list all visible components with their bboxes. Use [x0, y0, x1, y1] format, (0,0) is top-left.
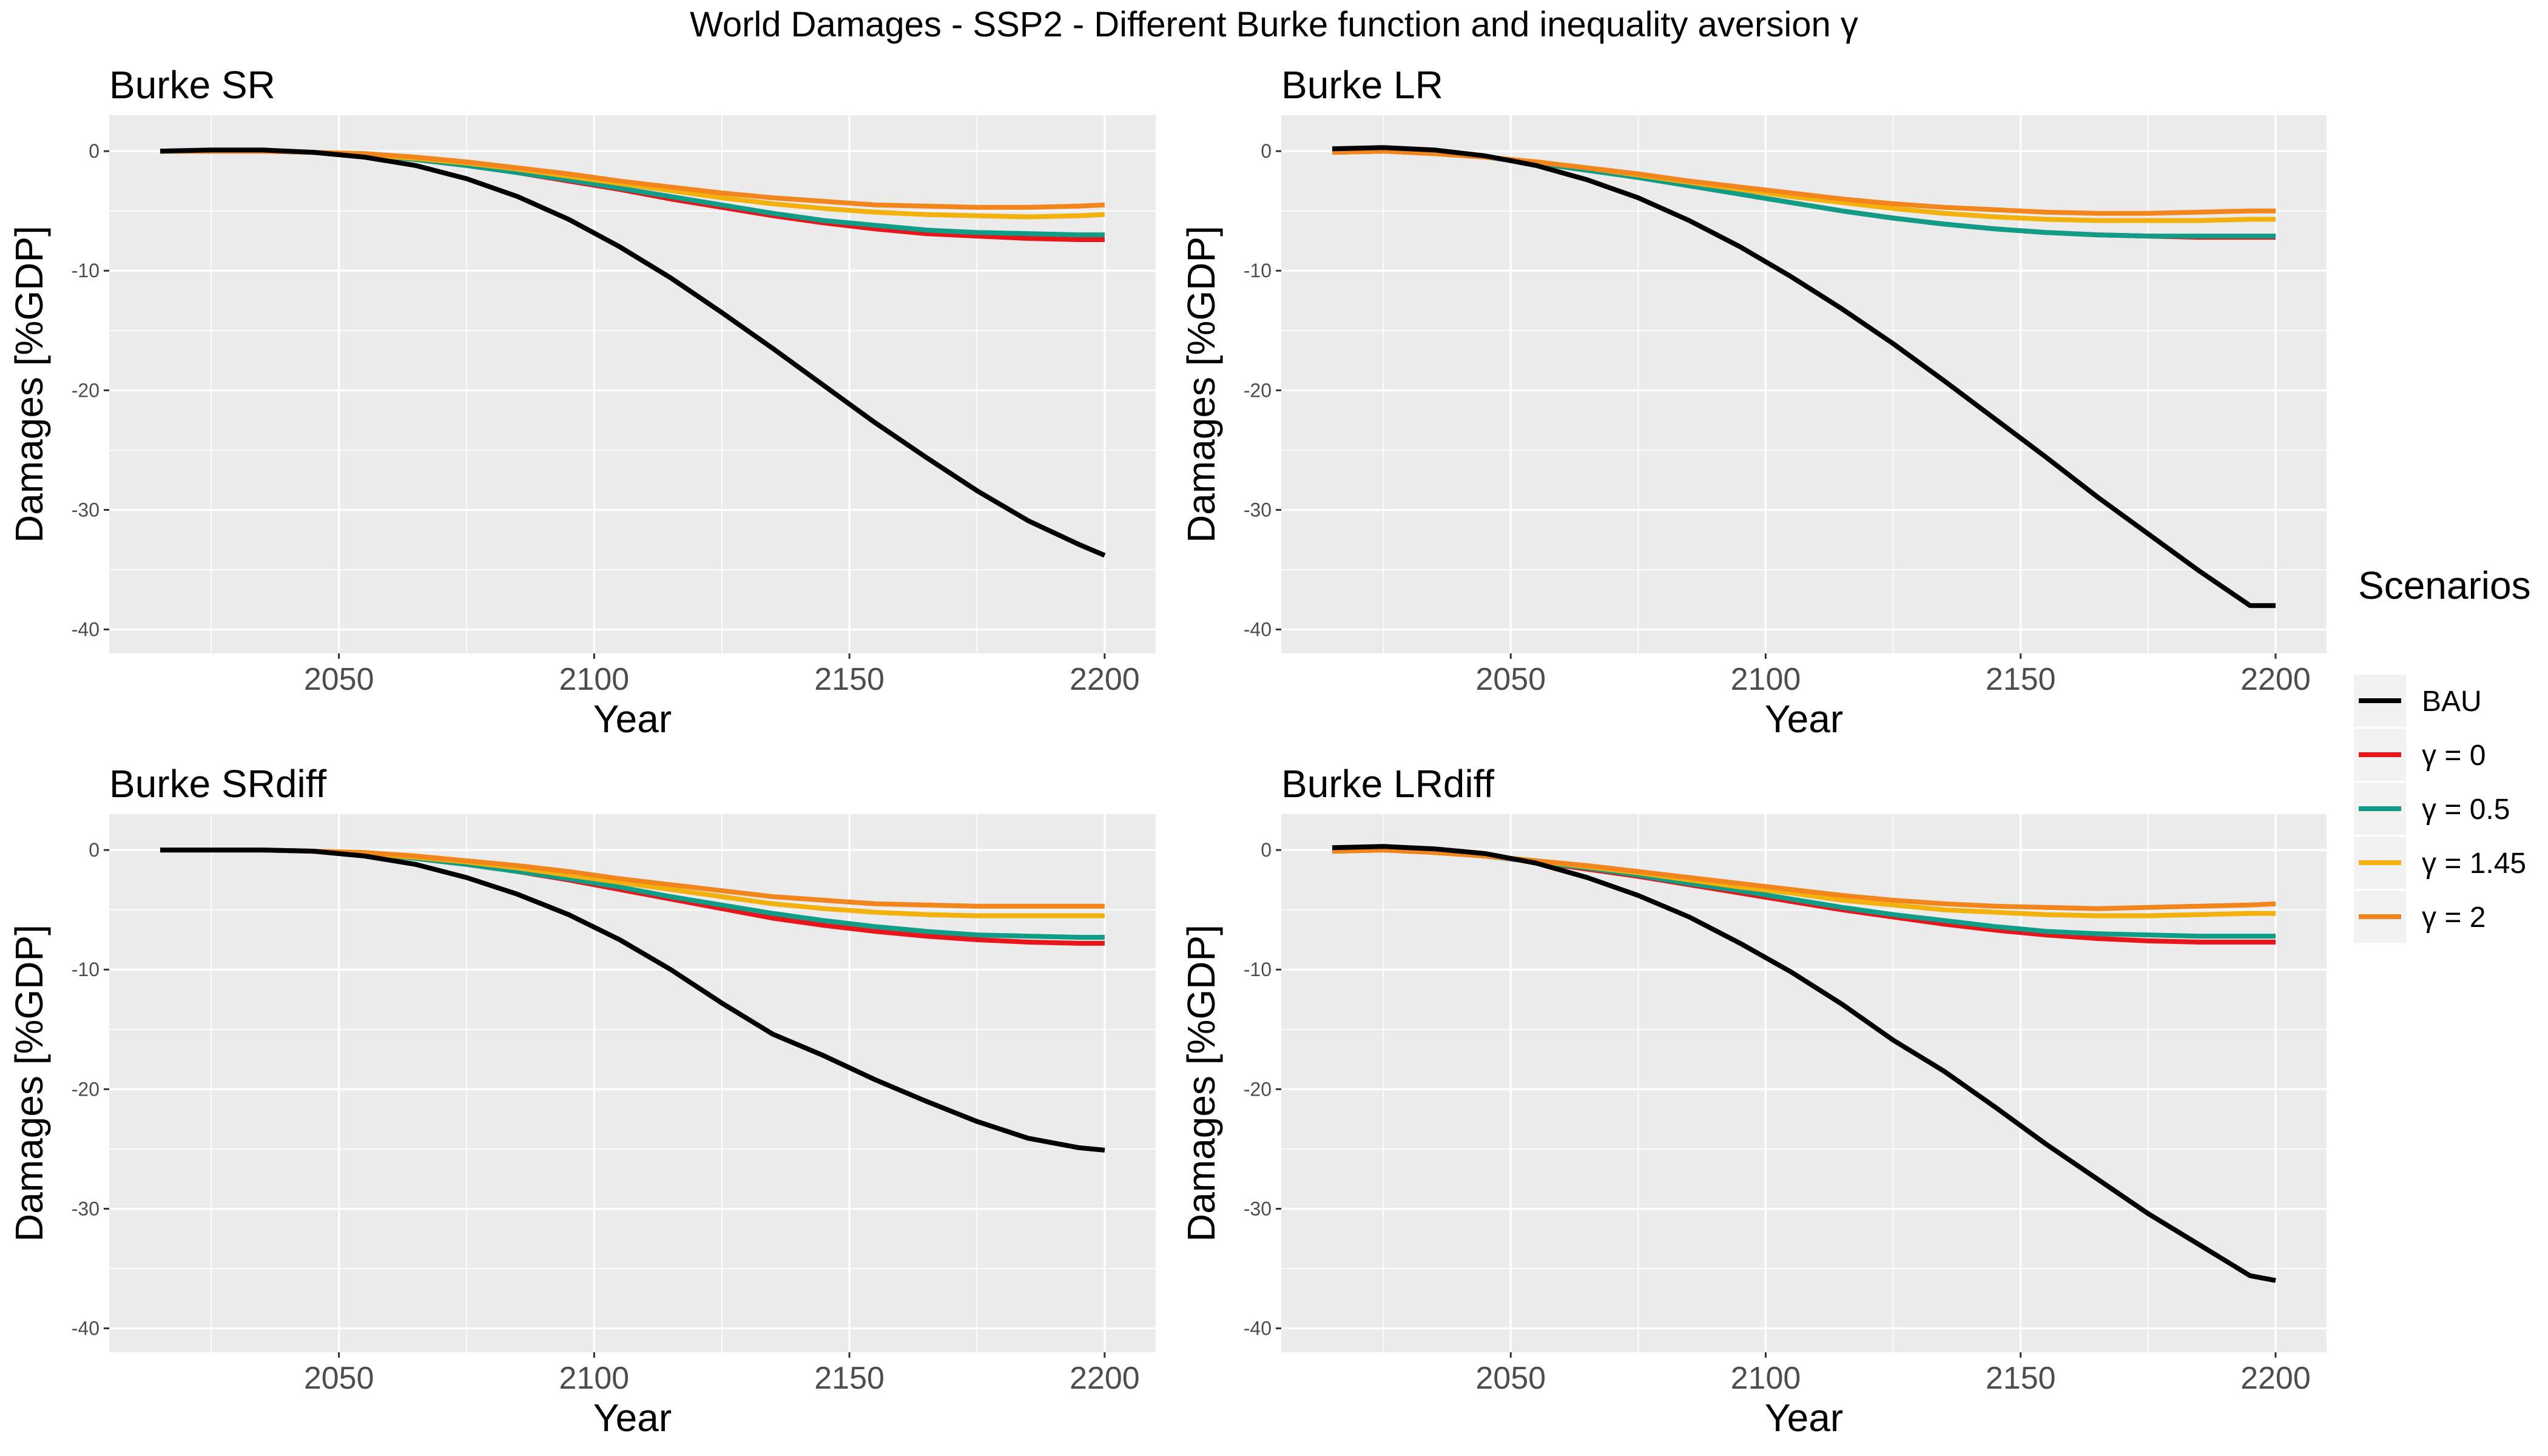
x-tick-label: 2100 — [559, 1361, 630, 1396]
x-tick-label: 2100 — [1731, 662, 1801, 697]
panel-burke-lrdiff: 0 -10 -20 -30 -40 2050 2100 2150 2200 Year Damages… — [1179, 762, 2327, 1440]
y-tick-label: -20 — [1244, 379, 1272, 401]
y-tick-label: -40 — [1244, 619, 1272, 641]
x-tick-label: 2150 — [1986, 1361, 2056, 1396]
legend: Scenarios BAU γ = 0 γ = 0.5 γ = 1.45 γ = 2 — [2354, 564, 2531, 943]
x-tick-label: 2150 — [814, 662, 885, 697]
x-axis-title: Year — [1765, 1396, 1843, 1440]
figure-title: World Damages - SSP2 - Different Burke f… — [690, 5, 1858, 44]
plot-background — [109, 814, 1156, 1352]
x-axis-title: Year — [593, 697, 672, 741]
y-tick-label: -10 — [1244, 260, 1272, 281]
x-tick-label: 2200 — [1070, 662, 1140, 697]
x-tick-label: 2050 — [304, 1361, 374, 1396]
plot-background — [109, 115, 1156, 653]
x-tick-label: 2150 — [1986, 662, 2056, 697]
series-line-bau — [1332, 145, 2276, 608]
legend-item-bau: BAU — [2354, 675, 2482, 727]
y-tick-label: -10 — [1244, 959, 1272, 980]
y-tick-label: -30 — [72, 499, 99, 521]
y-tick-label: -40 — [72, 1318, 99, 1340]
legend-label: γ = 1.45 — [2422, 848, 2526, 880]
y-tick-label: 0 — [89, 839, 99, 861]
panel-title: Burke SR — [109, 63, 275, 107]
x-tick-label: 2200 — [1070, 1361, 1140, 1396]
panel-title: Burke SRdiff — [109, 762, 326, 806]
y-axis-title: Damages [%GDP] — [1179, 226, 1223, 543]
legend-label: BAU — [2422, 686, 2482, 718]
x-tick-label: 2050 — [1475, 662, 1546, 697]
panel-burke-lr: 0 -10 -20 -30 -40 2050 2100 2150 2200 Year Damages… — [1179, 63, 2327, 741]
panel-burke-sr: 0 -10 -20 -30 -40 2050 2100 2150 2200 Year Damages… — [7, 63, 1156, 741]
legend-item-g0: γ = 0 — [2354, 729, 2486, 781]
x-tick-label: 2200 — [2240, 662, 2311, 697]
y-axis-title: Damages [%GDP] — [1179, 925, 1223, 1242]
y-tick-label: -40 — [72, 619, 99, 641]
y-tick-label: 0 — [89, 140, 99, 162]
y-axis-title: Damages [%GDP] — [7, 226, 51, 543]
y-tick-label: 0 — [1261, 140, 1272, 162]
series-line-bau — [160, 147, 1106, 558]
legend-label: γ = 0 — [2422, 740, 2486, 772]
y-tick-label: -20 — [1244, 1078, 1272, 1100]
x-tick-label: 2200 — [2240, 1361, 2311, 1396]
panel-title: Burke LR — [1281, 63, 1443, 107]
y-tick-label: 0 — [1261, 839, 1272, 861]
legend-entries: BAU γ = 0 γ = 0.5 γ = 1.45 γ = 2 — [2354, 675, 2526, 943]
panel-burke-srdiff: 0 -10 -20 -30 -40 2050 2100 2150 2200 Year Damages… — [7, 762, 1156, 1440]
panel-title: Burke LRdiff — [1281, 762, 1494, 806]
y-tick-label: -10 — [72, 260, 99, 281]
x-tick-label: 2050 — [304, 662, 374, 697]
y-tick-label: -20 — [72, 1078, 99, 1100]
y-tick-label: -30 — [1244, 1198, 1272, 1219]
x-axis-title: Year — [593, 1396, 672, 1440]
panels: 0 -10 -20 -30 -40 2050 2100 2150 2200 Year Damages… — [7, 63, 2327, 1440]
legend-item-g2: γ = 2 — [2354, 891, 2486, 943]
legend-item-g145: γ = 1.45 — [2354, 837, 2526, 889]
legend-label: γ = 0.5 — [2422, 794, 2510, 826]
legend-label: γ = 2 — [2422, 902, 2486, 934]
series-line-bau — [1332, 844, 2276, 1283]
legend-item-g05: γ = 0.5 — [2354, 783, 2510, 835]
x-tick-label: 2100 — [559, 662, 630, 697]
x-tick-label: 2100 — [1731, 1361, 1801, 1396]
y-tick-label: -30 — [1244, 499, 1272, 521]
y-tick-label: -20 — [72, 379, 99, 401]
legend-title: Scenarios — [2358, 564, 2531, 607]
y-tick-label: -10 — [72, 959, 99, 980]
y-tick-label: -40 — [1244, 1318, 1272, 1340]
y-tick-label: -30 — [72, 1198, 99, 1219]
x-tick-label: 2050 — [1475, 1361, 1546, 1396]
y-axis-title: Damages [%GDP] — [7, 925, 51, 1242]
x-tick-label: 2150 — [814, 1361, 885, 1396]
x-axis-title: Year — [1765, 697, 1843, 741]
series-line-bau — [160, 848, 1105, 1153]
